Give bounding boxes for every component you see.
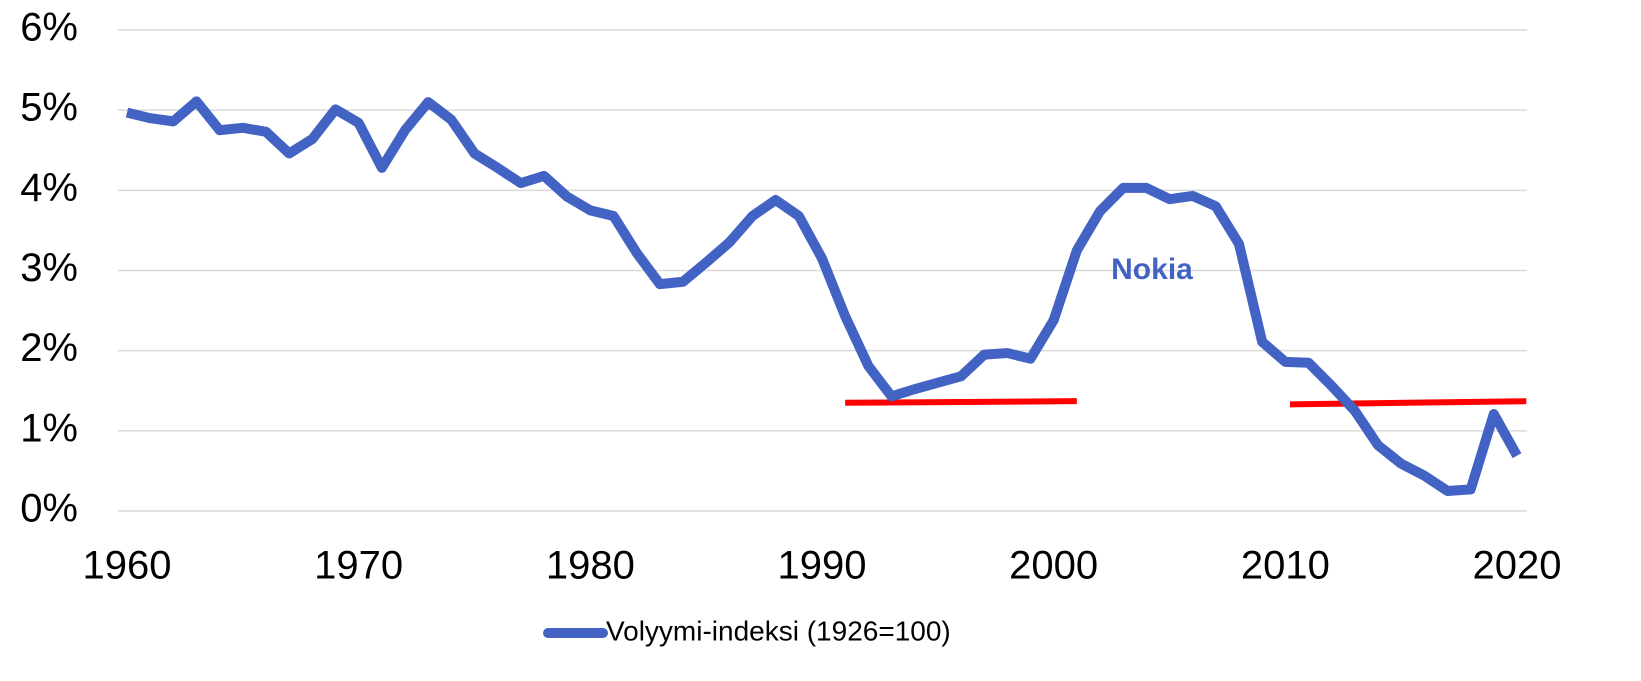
x-tick-label: 2010 [1241,544,1330,588]
series-line [125,96,1522,496]
y-tick-label: 4% [20,166,78,210]
x-tick-label: 1970 [314,544,403,588]
x-tick-label: 1960 [83,544,172,588]
x-tick-label: 2020 [1473,544,1562,588]
y-tick-label: 3% [20,246,78,290]
y-tick-label: 2% [20,326,78,370]
y-tick-label: 5% [20,86,78,130]
y-tick-label: 1% [20,406,78,450]
y-tick-label: 6% [20,6,78,50]
x-tick-label: 1990 [778,544,867,588]
trend-line [1289,398,1527,408]
y-tick-label: 0% [20,487,78,531]
x-tick-label: 1980 [546,544,635,588]
legend-label: Volyymi-indeksi (1926=100) [606,615,951,646]
x-tick-label: 2000 [1009,544,1098,588]
annotation: Nokia [1111,253,1193,286]
trend-line [845,398,1077,406]
